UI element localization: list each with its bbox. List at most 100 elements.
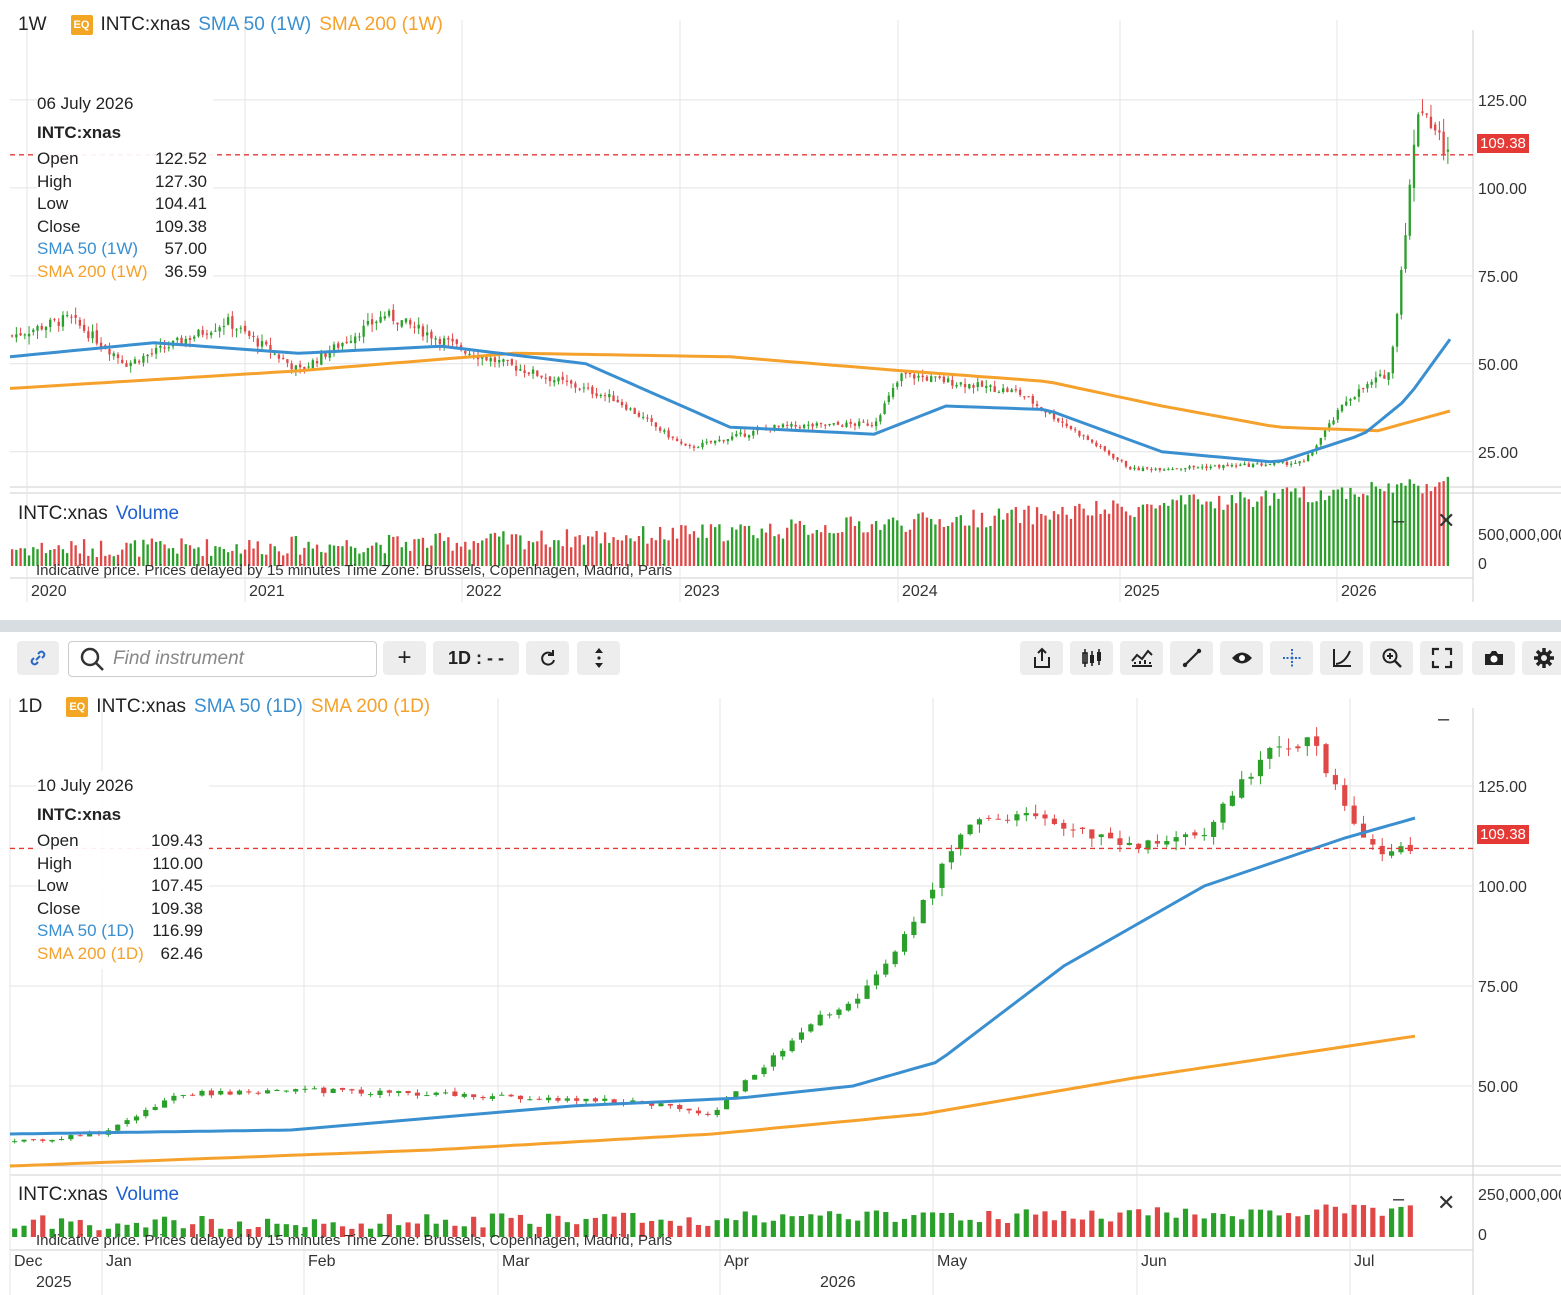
weekly-price-chart[interactable]: 125.00 100.00 75.00 50.00 25.00 2020 2021 2022 2… — [0, 0, 1561, 620]
volume-bar — [438, 532, 442, 566]
volume-bar — [409, 550, 412, 566]
indicators-button[interactable] — [1120, 641, 1163, 675]
candle-body — [1218, 464, 1221, 468]
legend-low-value: 107.45 — [151, 876, 203, 895]
candle-body — [980, 381, 984, 387]
volume-bar — [642, 526, 645, 566]
legend-sma200-value: 62.46 — [160, 943, 203, 963]
sma50-line — [9, 816, 1416, 1136]
candle-body — [1116, 457, 1119, 460]
settings-button[interactable] — [1522, 641, 1561, 675]
candle-body — [421, 326, 425, 337]
daily-chart-panel[interactable]: 125.00 100.00 75.00 50.00 Dec Jan Feb Mar Apr May… — [0, 688, 1561, 1295]
search-input[interactable] — [111, 647, 365, 671]
close-icon[interactable]: ✕ — [1437, 1190, 1456, 1215]
x-tick-label: 2022 — [466, 583, 502, 600]
candle-body — [726, 439, 730, 442]
sma200-indicator-label[interactable]: SMA 200 (1D) — [310, 696, 431, 717]
visibility-button[interactable] — [1220, 641, 1263, 675]
interval-label[interactable]: 1D — [18, 696, 43, 717]
volume-bar — [1188, 494, 1191, 566]
volume-bar — [239, 553, 242, 566]
crosshair-button[interactable] — [1270, 641, 1313, 675]
find-instrument-search[interactable] — [68, 641, 377, 677]
chart-type-button[interactable] — [1070, 641, 1113, 675]
volume-bar — [1298, 497, 1301, 566]
daily-price-chart[interactable]: 125.00 100.00 75.00 50.00 Dec Jan Feb Mar Apr May… — [0, 688, 1561, 1295]
volume-bar — [1061, 1210, 1067, 1237]
volume-bar — [769, 523, 772, 566]
volume-bar — [908, 529, 912, 566]
candle-body — [808, 1024, 814, 1032]
volume-bar — [798, 1215, 805, 1237]
add-button[interactable]: + — [383, 641, 426, 675]
candle-body — [913, 374, 916, 379]
candle-body — [1162, 469, 1166, 471]
zoom-button[interactable] — [1370, 641, 1413, 675]
volume-bar — [1124, 511, 1128, 566]
sma50-indicator-label[interactable]: SMA 50 (1D) — [194, 696, 303, 717]
candle-body — [540, 375, 543, 378]
sma50-indicator-label[interactable]: SMA 50 (1W) — [198, 14, 312, 35]
close-icon[interactable]: ✕ — [1437, 508, 1456, 533]
interval-label[interactable]: 1W — [18, 14, 47, 35]
fullscreen-button[interactable] — [1420, 641, 1463, 675]
candle-body — [591, 386, 594, 395]
sma50-line — [9, 338, 1452, 464]
candle-body — [735, 434, 738, 437]
volume-label[interactable]: Volume — [115, 503, 180, 524]
volume-bar — [695, 1224, 702, 1237]
sma200-indicator-label[interactable]: SMA 200 (1W) — [319, 14, 443, 35]
symbol-label[interactable]: INTC:xnas — [100, 14, 191, 35]
y-tick-label: 100.00 — [1478, 181, 1527, 198]
candle-body — [112, 353, 115, 357]
weekly-chart-panel[interactable]: 125.00 100.00 75.00 50.00 25.00 2020 2021 2022 2… — [0, 0, 1561, 620]
weekly-chart-header: 1W EQ INTC:xnas SMA 50 (1W) SMA 200 (1W) — [18, 14, 443, 36]
minimize-icon[interactable]: – — [1393, 1188, 1405, 1210]
candle-body — [836, 421, 840, 425]
candle-body — [386, 1090, 392, 1093]
candle-body — [904, 372, 907, 374]
candle-body — [143, 1109, 149, 1117]
candle-body — [633, 408, 636, 414]
delay-note: Indicative price. Prices delayed by 15 m… — [36, 562, 673, 579]
candle-body — [870, 425, 874, 427]
volume-bar — [152, 1219, 158, 1237]
draw-line-button[interactable] — [1170, 641, 1213, 675]
curve-button[interactable] — [1320, 641, 1363, 675]
volume-bar — [1357, 496, 1361, 566]
panel-divider[interactable] — [0, 620, 1561, 632]
minimize-icon[interactable]: – — [1438, 708, 1450, 730]
volume-bar — [620, 540, 624, 566]
ohlc-legend: 10 July 2026 INTC:xnas Open 109.43 High 11… — [37, 771, 209, 969]
volume-bar — [726, 540, 730, 566]
volume-bar — [476, 543, 480, 566]
snapshot-button[interactable] — [1472, 641, 1515, 675]
candle-body — [442, 1092, 449, 1094]
refresh-button[interactable] — [526, 641, 569, 675]
volume-bar — [1061, 506, 1064, 566]
volume-bar — [430, 545, 433, 566]
symbol-label[interactable]: INTC:xnas — [96, 696, 187, 717]
candle-body — [1201, 834, 1207, 837]
candle-body — [1099, 446, 1102, 448]
crosshair-icon — [1282, 649, 1301, 667]
volume-bar — [1192, 1214, 1198, 1237]
volume-bar — [1349, 487, 1352, 566]
candle-body — [235, 329, 238, 331]
candle-body — [1154, 841, 1160, 844]
share-button[interactable] — [1020, 641, 1063, 675]
volume-bar — [646, 543, 649, 566]
link-button[interactable] — [17, 641, 59, 675]
interval-dropdown[interactable]: 1D : - - — [433, 641, 519, 675]
candle-body — [841, 425, 844, 427]
candle-body — [948, 851, 954, 863]
volume-label[interactable]: Volume — [115, 1184, 180, 1205]
volume-bar — [892, 1221, 898, 1237]
minimize-icon[interactable]: – — [1393, 510, 1405, 532]
volume-bar — [709, 524, 713, 566]
vertical-scale-button[interactable] — [577, 641, 620, 675]
candle-body — [1417, 114, 1420, 147]
volume-bar — [396, 536, 399, 566]
volume-bar — [218, 1228, 224, 1237]
